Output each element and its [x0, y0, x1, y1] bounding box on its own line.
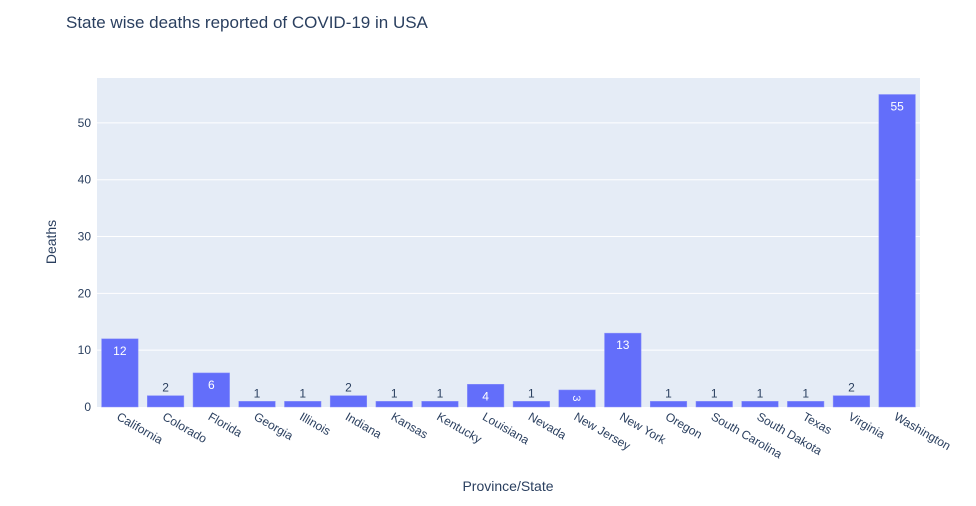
bar[interactable]: [284, 401, 322, 408]
bar[interactable]: [695, 401, 733, 408]
bar[interactable]: [192, 372, 230, 408]
y-tick-label: 40: [78, 173, 92, 187]
data-label: 55: [890, 99, 904, 113]
x-axis-title: Province/State: [462, 478, 553, 494]
y-tick-label: 10: [78, 343, 92, 357]
data-label: 1: [528, 386, 535, 400]
x-tick-label: Oregon: [663, 409, 705, 441]
bar[interactable]: [741, 401, 779, 408]
bar[interactable]: [832, 395, 870, 408]
bar[interactable]: [147, 395, 185, 408]
bar[interactable]: [329, 395, 368, 408]
x-tick-label: Georgia: [252, 409, 296, 443]
bar[interactable]: [649, 401, 688, 408]
data-label: 1: [299, 386, 306, 400]
data-label: 1: [665, 386, 672, 400]
data-label: 1: [437, 386, 444, 400]
data-label: 3: [570, 395, 582, 401]
bar[interactable]: [421, 401, 459, 408]
bar[interactable]: [101, 338, 139, 408]
x-tick-label: Louisiana: [480, 409, 532, 447]
x-tick-label: Nevada: [526, 409, 569, 442]
data-label: 2: [162, 381, 169, 395]
plot-area: [97, 78, 920, 407]
data-label: 1: [391, 386, 398, 400]
data-label: 6: [208, 378, 215, 392]
y-tick-label: 0: [84, 400, 91, 414]
data-label: 1: [711, 386, 718, 400]
x-tick-label: Texas: [800, 409, 834, 437]
y-tick-label: 20: [78, 286, 92, 300]
data-label: 12: [113, 344, 127, 358]
y-tick-label: 50: [78, 116, 92, 130]
data-label: 1: [802, 386, 809, 400]
bar[interactable]: [604, 332, 642, 408]
y-tick-label: 30: [78, 230, 92, 244]
bar[interactable]: [512, 401, 550, 408]
bar[interactable]: [238, 401, 276, 408]
bar[interactable]: [558, 389, 596, 408]
data-label: 4: [482, 389, 489, 403]
x-tick-label: Washington: [892, 409, 954, 453]
x-tick-label: Kansas: [389, 409, 431, 441]
x-tick-label: California: [114, 409, 165, 447]
data-label: 13: [616, 338, 630, 352]
bar[interactable]: [787, 401, 825, 408]
x-tick-label: Florida: [206, 409, 245, 440]
x-tick-label: Indiana: [343, 409, 384, 441]
x-tick-label: Virginia: [846, 409, 888, 441]
bar[interactable]: [467, 384, 505, 408]
data-label: 1: [757, 386, 764, 400]
data-label: 1: [254, 386, 261, 400]
x-tick-label: Colorado: [160, 409, 209, 446]
data-label: 2: [345, 381, 352, 395]
data-label: 2: [848, 381, 855, 395]
y-axis-title: Deaths: [43, 220, 59, 264]
chart-title: State wise deaths reported of COVID-19 i…: [66, 13, 429, 32]
x-tick-label: Illinois: [297, 409, 333, 438]
x-tick-label: Kentucky: [434, 409, 484, 446]
bar[interactable]: [375, 401, 413, 408]
bar[interactable]: [878, 94, 916, 408]
